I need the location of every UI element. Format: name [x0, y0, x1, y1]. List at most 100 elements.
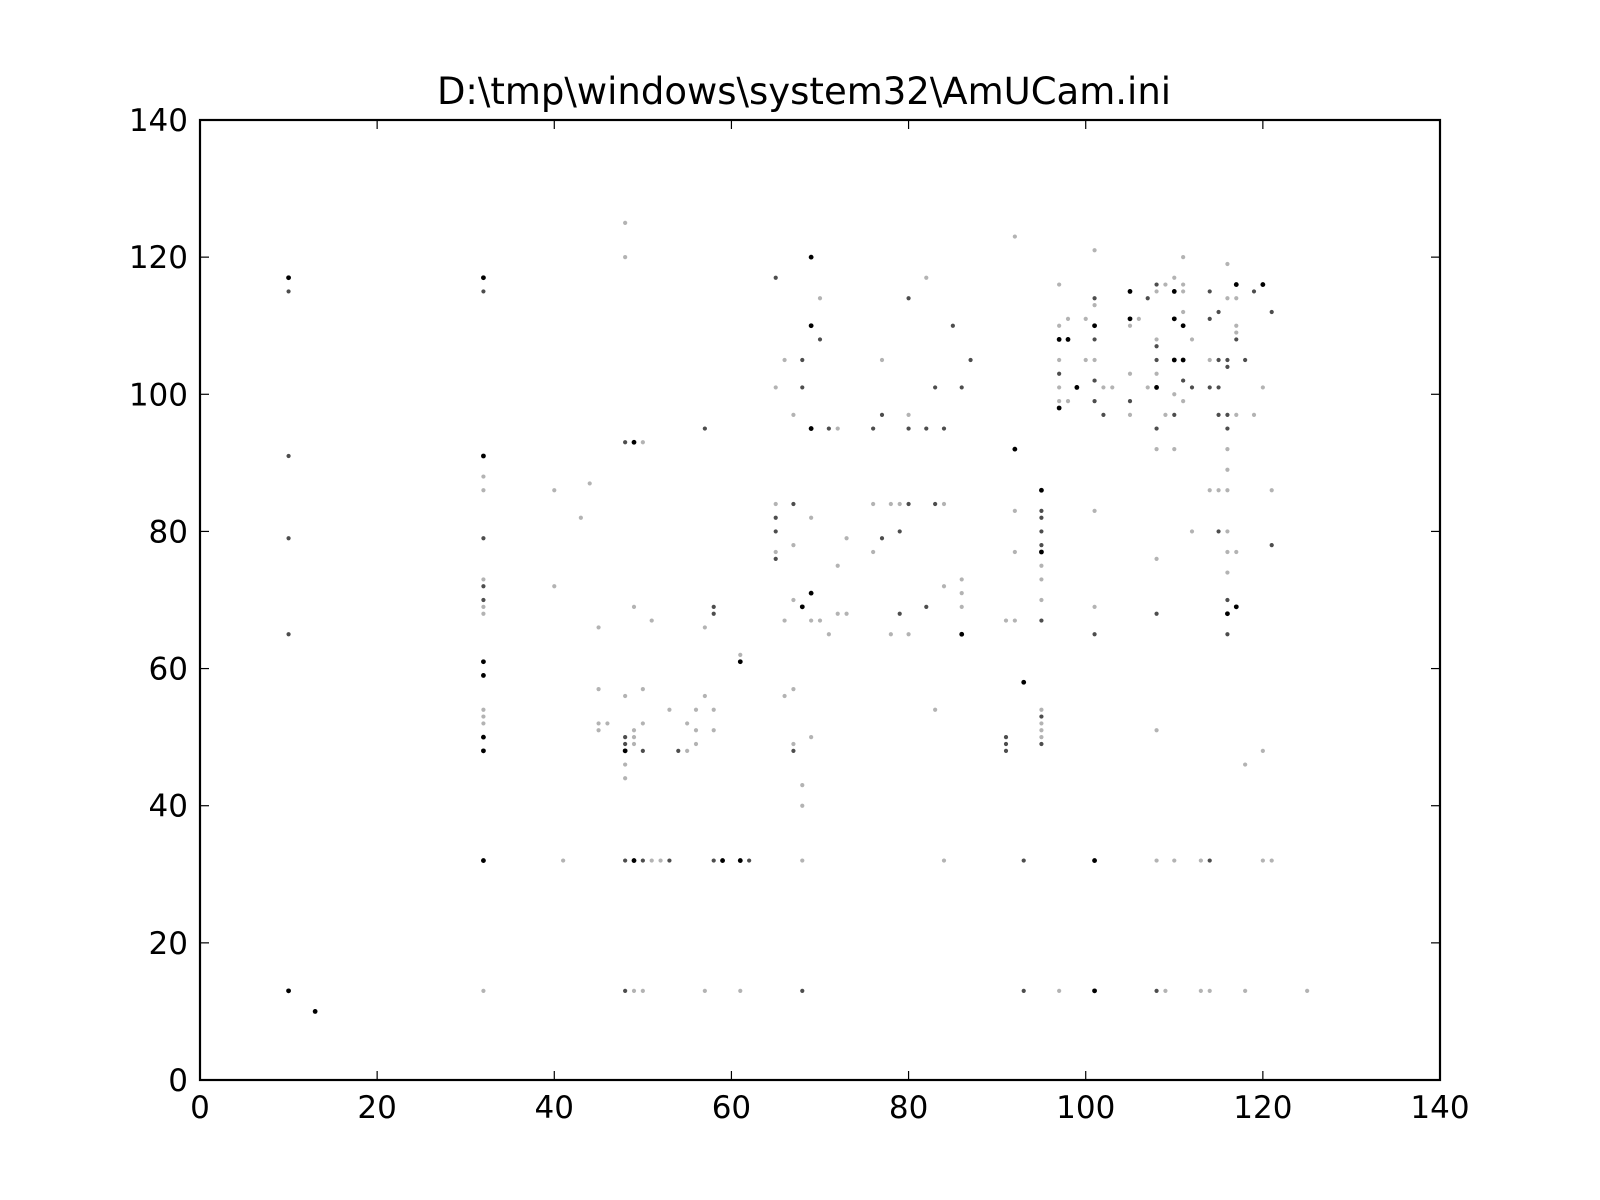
- data-point: [1181, 255, 1186, 260]
- data-point: [711, 604, 716, 609]
- data-point: [809, 735, 814, 740]
- data-point: [481, 453, 486, 459]
- data-point: [286, 536, 291, 541]
- data-point: [481, 721, 486, 726]
- data-point: [1269, 309, 1274, 315]
- data-point: [481, 988, 486, 993]
- data-point: [1057, 385, 1062, 390]
- data-point: [640, 858, 645, 863]
- data-point: [879, 357, 885, 363]
- data-point: [906, 501, 911, 507]
- data-point: [738, 652, 743, 657]
- data-point: [1207, 385, 1212, 390]
- data-point: [897, 529, 902, 534]
- data-point: [481, 858, 486, 863]
- x-tick-label: 40: [535, 1090, 574, 1126]
- data-point: [693, 728, 699, 733]
- data-point: [1269, 858, 1274, 863]
- data-point: [631, 858, 637, 863]
- data-point: [481, 577, 486, 582]
- data-point: [959, 604, 964, 609]
- data-point: [640, 721, 645, 726]
- data-point: [1039, 721, 1044, 726]
- data-point: [906, 426, 911, 431]
- data-point: [817, 337, 823, 342]
- data-point: [1260, 385, 1265, 390]
- data-point: [578, 515, 583, 520]
- data-point: [1057, 371, 1062, 376]
- data-point: [623, 220, 628, 225]
- data-point: [1092, 858, 1097, 863]
- data-point: [631, 735, 637, 740]
- data-point: [596, 687, 601, 692]
- data-point: [1057, 323, 1062, 328]
- data-point: [286, 632, 291, 637]
- data-point: [808, 254, 814, 260]
- data-point: [1012, 549, 1017, 555]
- chart-title: D:\tmp\windows\system32\AmUCam.ini: [437, 70, 1171, 113]
- data-point: [481, 659, 486, 665]
- data-point: [1172, 412, 1177, 417]
- data-point: [1181, 282, 1186, 287]
- data-point: [941, 426, 947, 431]
- data-point: [1172, 275, 1177, 280]
- data-point: [1225, 488, 1230, 493]
- data-point: [791, 543, 796, 548]
- data-point: [1181, 378, 1186, 383]
- data-point: [782, 618, 787, 623]
- data-point: [1163, 988, 1168, 993]
- data-point: [481, 474, 486, 479]
- data-point: [481, 597, 486, 603]
- data-point: [844, 611, 849, 616]
- data-point: [1039, 508, 1044, 513]
- data-point: [1225, 261, 1230, 267]
- data-point: [933, 501, 938, 507]
- data-point: [1216, 412, 1221, 417]
- data-point: [1039, 741, 1044, 747]
- data-point: [623, 440, 628, 445]
- data-point: [1154, 858, 1159, 863]
- data-point: [1216, 488, 1221, 493]
- data-point: [1154, 447, 1159, 452]
- data-point: [1260, 282, 1266, 287]
- data-point: [1012, 234, 1017, 239]
- data-point: [1225, 549, 1230, 555]
- data-point: [897, 501, 902, 507]
- data-point: [649, 618, 654, 623]
- data-point: [906, 632, 911, 637]
- data-point: [1233, 282, 1239, 287]
- data-point: [1225, 364, 1230, 369]
- data-point: [623, 255, 628, 260]
- data-point: [312, 1009, 318, 1014]
- data-point: [1092, 296, 1097, 301]
- data-point: [1057, 399, 1062, 404]
- data-point: [791, 748, 796, 753]
- data-point: [667, 707, 672, 712]
- data-point: [1003, 618, 1009, 623]
- data-point: [959, 385, 964, 390]
- data-point: [1154, 611, 1159, 616]
- data-point: [561, 858, 566, 863]
- data-point: [773, 515, 778, 520]
- data-point: [1021, 858, 1026, 863]
- data-point: [1057, 282, 1062, 287]
- data-point: [1207, 357, 1212, 363]
- data-point: [773, 556, 778, 561]
- data-point: [1163, 282, 1168, 287]
- data-point: [623, 776, 628, 781]
- data-point: [1074, 385, 1080, 390]
- data-point: [1260, 858, 1265, 863]
- data-point: [596, 728, 601, 733]
- data-point: [1251, 289, 1257, 294]
- data-point: [1012, 508, 1017, 513]
- data-point: [1092, 508, 1097, 513]
- data-point: [481, 604, 486, 609]
- data-point: [879, 412, 885, 417]
- data-point: [1181, 399, 1186, 404]
- data-point: [1234, 412, 1239, 417]
- data-point: [1021, 988, 1026, 993]
- data-point: [1171, 289, 1177, 294]
- data-point: [1021, 679, 1027, 685]
- data-point: [623, 762, 628, 767]
